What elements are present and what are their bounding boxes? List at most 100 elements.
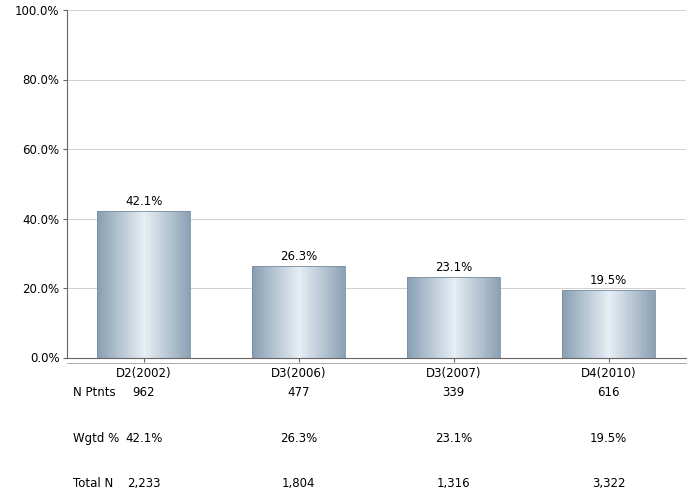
Bar [619,290,620,358]
Bar [113,211,115,358]
Bar [120,211,122,358]
Bar [139,211,141,358]
Bar [127,211,129,358]
Bar [344,266,345,358]
Bar [148,211,150,358]
Bar [492,277,493,357]
Bar [272,266,273,358]
Bar [167,211,168,358]
Bar [473,277,475,357]
Bar [283,266,284,358]
Bar [620,290,622,358]
Bar [428,277,429,357]
Bar [159,211,160,358]
Bar [151,211,152,358]
Bar [427,277,428,357]
Bar [111,211,113,358]
Bar [256,266,257,358]
Bar [185,211,186,358]
Bar [613,290,615,358]
Bar [638,290,639,358]
Bar [435,277,436,357]
Bar [652,290,654,358]
Bar [173,211,174,358]
Bar [300,266,301,358]
Bar [573,290,574,358]
Bar [462,277,463,357]
Bar [99,211,100,358]
Text: 3,322: 3,322 [592,477,625,490]
Bar [589,290,590,358]
Bar [187,211,188,358]
Bar [578,290,580,358]
Bar [259,266,260,358]
Bar [422,277,423,357]
Bar [168,211,169,358]
Bar [410,277,411,357]
Bar [639,290,640,358]
Bar [150,211,151,358]
Bar [498,277,499,357]
Bar [407,277,408,357]
Bar [590,290,591,358]
Bar [257,266,258,358]
Bar [278,266,279,358]
Bar [337,266,338,358]
Bar [413,277,414,357]
Bar [266,266,267,358]
Bar [629,290,631,358]
Bar [407,277,500,357]
Bar [470,277,471,357]
Bar [491,277,492,357]
Bar [320,266,321,358]
Bar [287,266,288,358]
Bar [599,290,601,358]
Bar [304,266,306,358]
Bar [432,277,433,357]
Bar [276,266,278,358]
Bar [155,211,157,358]
Bar [420,277,421,357]
Bar [604,290,605,358]
Bar [152,211,153,358]
Bar [295,266,297,358]
Bar [480,277,482,357]
Bar [562,290,655,358]
Bar [285,266,286,358]
Bar [181,211,182,358]
Bar [598,290,599,358]
Bar [132,211,134,358]
Bar [134,211,136,358]
Bar [463,277,464,357]
Bar [122,211,123,358]
Text: 19.5%: 19.5% [590,432,627,444]
Bar [581,290,582,358]
Bar [101,211,102,358]
Bar [424,277,425,357]
Bar [476,277,477,357]
Bar [484,277,485,357]
Bar [116,211,117,358]
Bar [459,277,461,357]
Bar [144,211,145,358]
Bar [475,277,476,357]
Bar [597,290,598,358]
Bar [566,290,567,358]
Text: N Ptnts: N Ptnts [73,386,116,399]
Bar [273,266,274,358]
Bar [329,266,330,358]
Bar [97,211,190,358]
Bar [274,266,276,358]
Bar [438,277,439,357]
Bar [441,277,442,357]
Bar [576,290,578,358]
Bar [419,277,420,357]
Bar [97,211,99,358]
Text: 2,233: 2,233 [127,477,161,490]
Bar [341,266,342,358]
Bar [496,277,497,357]
Bar [466,277,468,357]
Bar [486,277,487,357]
Bar [487,277,489,357]
Bar [186,211,187,358]
